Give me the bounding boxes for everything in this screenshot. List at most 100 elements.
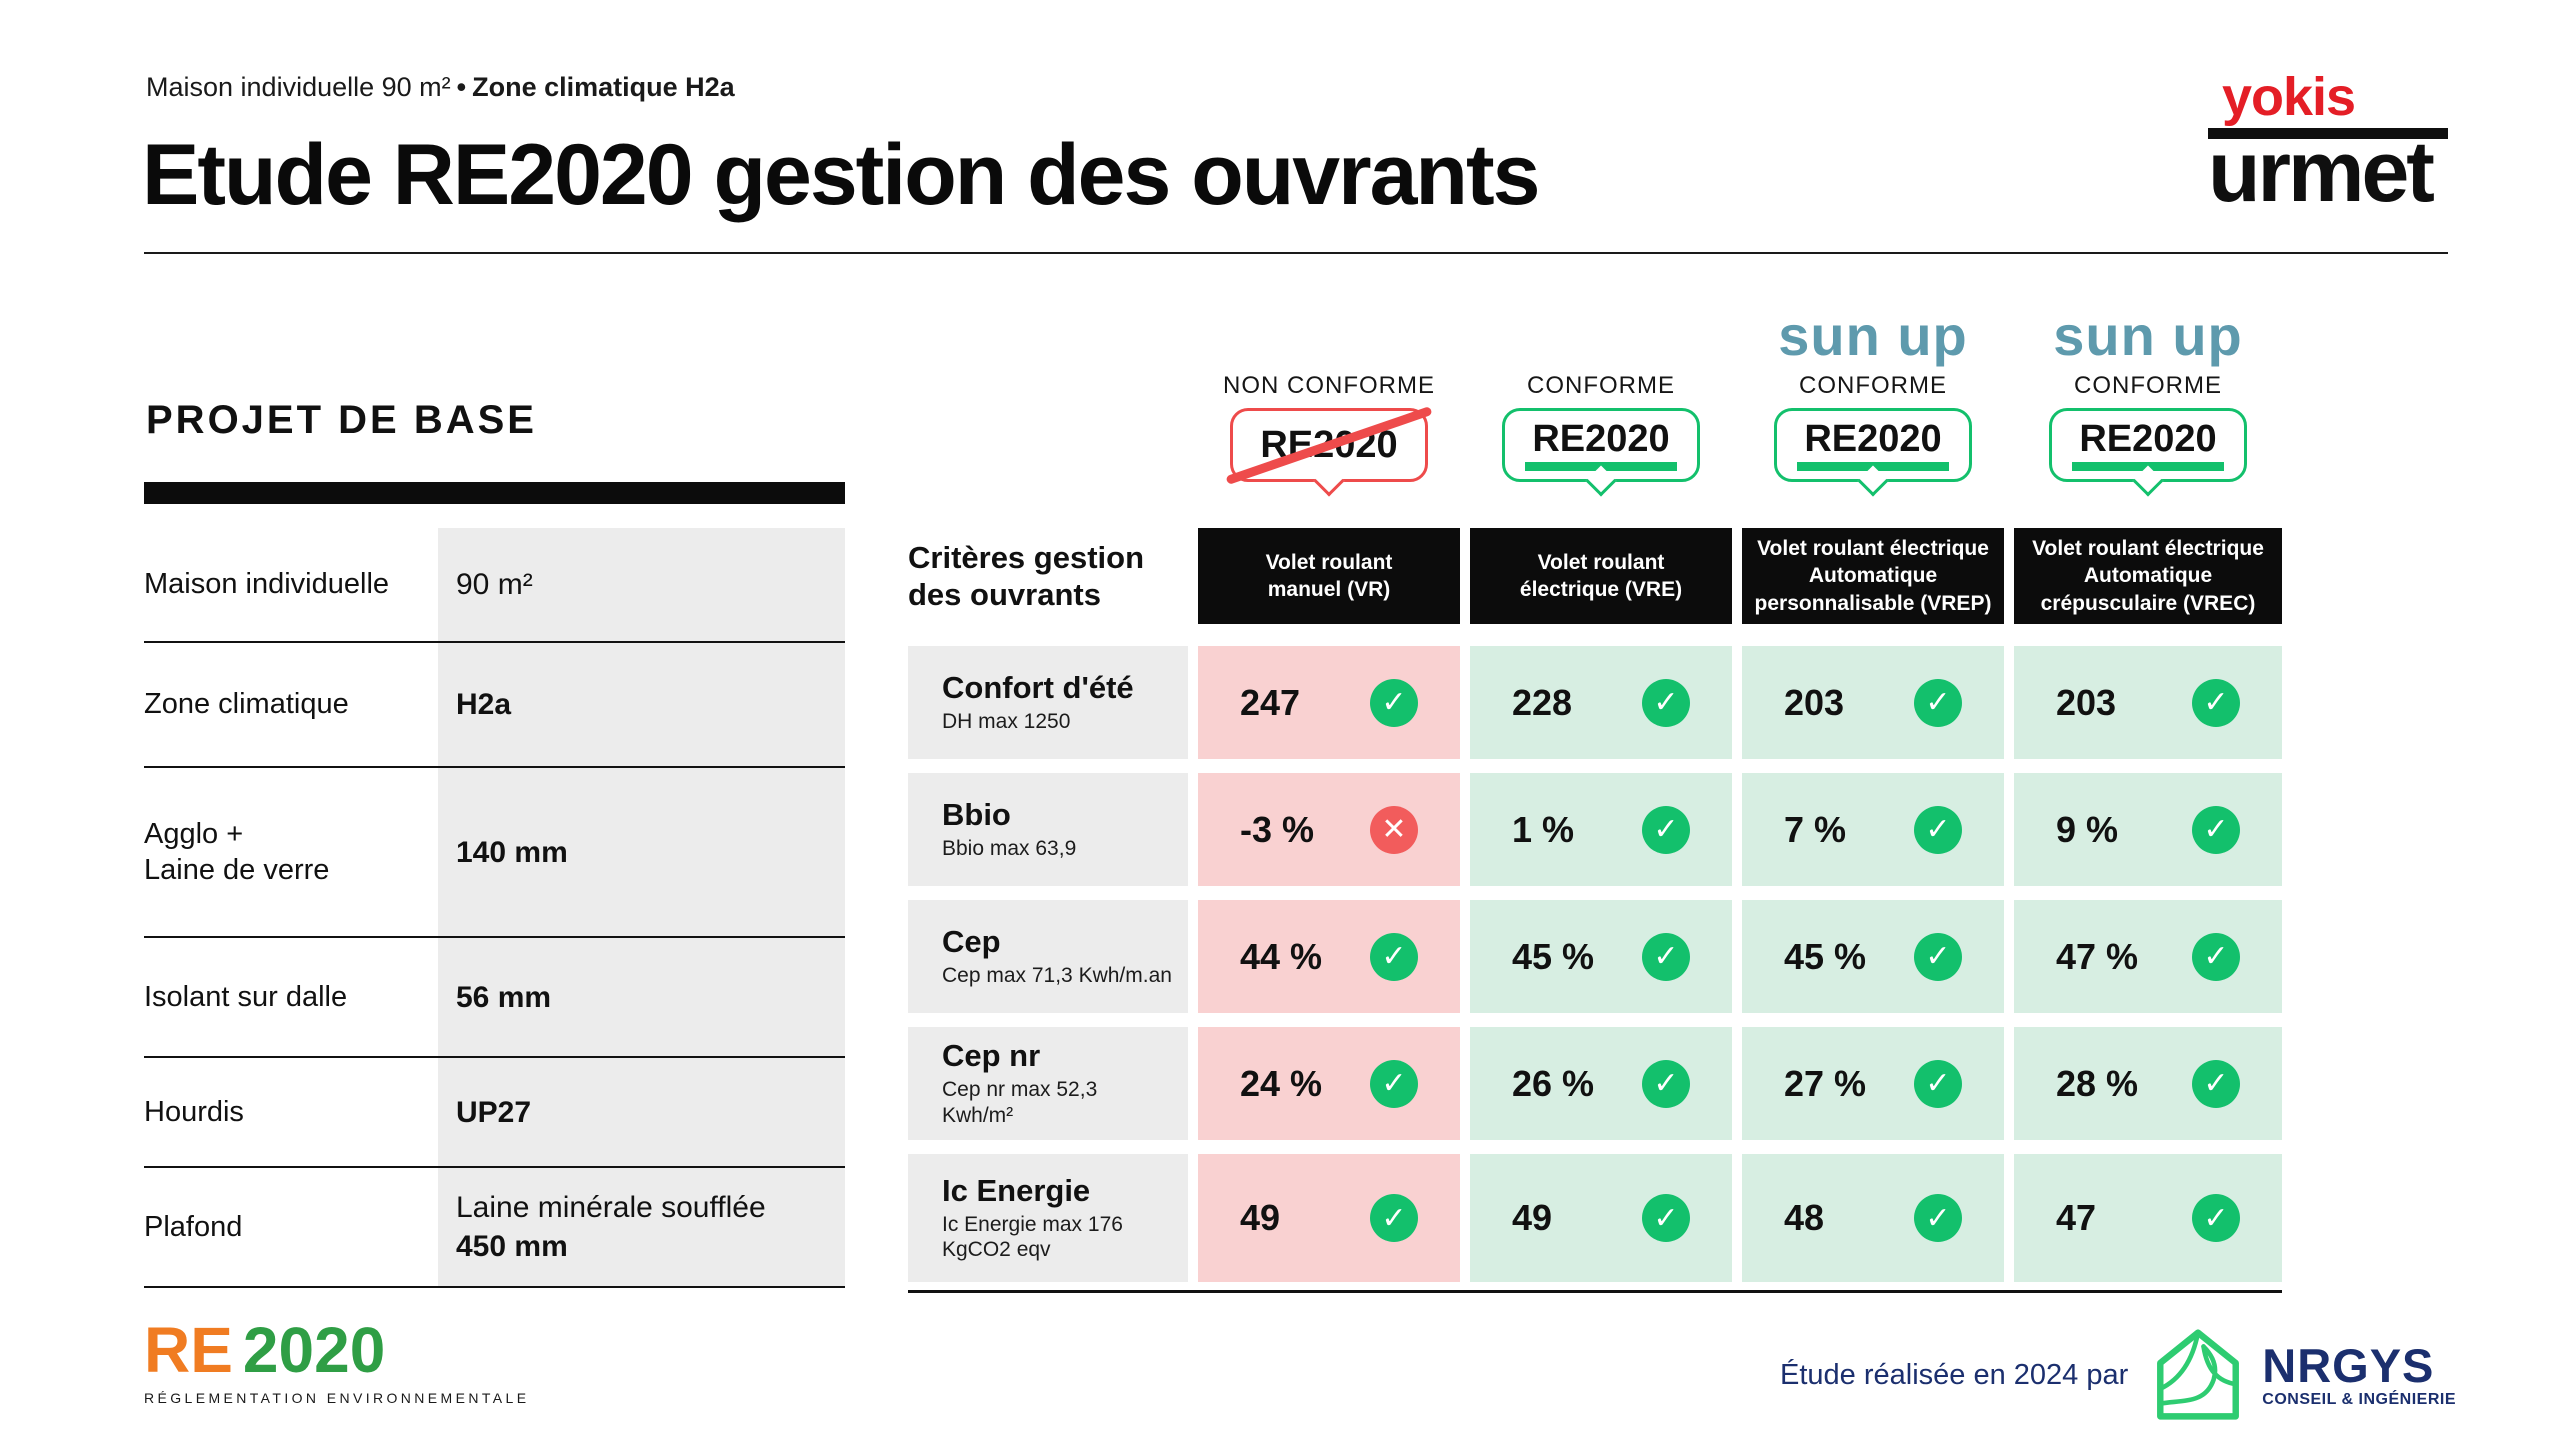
check-icon <box>1642 1059 1690 1108</box>
row-value: 56 mm <box>438 938 845 1056</box>
criteria-cell: Bbio Bbio max 63,9 <box>908 773 1188 886</box>
criteria-cell: Ic Energie Ic Energie max 176 KgCO2 eqv <box>908 1154 1188 1282</box>
value-cell: 26 % <box>1470 1027 1732 1140</box>
status-label: CONFORME <box>2074 372 2222 399</box>
criteria-cell: Cep Cep max 71,3 Kwh/m.an <box>908 900 1188 1013</box>
value-cell: 247 <box>1198 646 1460 759</box>
check-icon <box>1642 805 1690 854</box>
re2020-badge-conforme: RE2020 <box>1502 408 1700 497</box>
table-row: Zone climatique H2a <box>144 643 845 768</box>
check-icon <box>1642 678 1690 727</box>
row-value: 90 m² <box>438 528 845 641</box>
table-row: Agglo + Laine de verre 140 mm <box>144 768 845 938</box>
nrgys-house-icon <box>2157 1329 2240 1420</box>
nrgys-logo-tagline: CONSEIL & INGÉNIERIE <box>2262 1390 2456 1408</box>
status-row: NON CONFORME CONFORME CONFORME CONFORME <box>908 372 2282 404</box>
sunup-row: sun up sun up <box>908 300 2282 364</box>
row-label: Isolant sur dalle <box>144 980 348 1013</box>
table-row: Maison individuelle 90 m² <box>144 528 845 643</box>
table-row: Hourdis UP27 <box>144 1058 845 1168</box>
re2020-badge-conforme: RE2020 <box>2049 408 2247 497</box>
value-cell: -3 % <box>1198 773 1460 886</box>
value-cell: 203 <box>2014 646 2282 759</box>
value-cell: 48 <box>1742 1154 2004 1282</box>
credit-block: Étude réalisée en 2024 par NRGYS CONSEIL… <box>1780 1326 2456 1424</box>
check-icon <box>1370 678 1418 727</box>
nrgys-logo-name: NRGYS <box>2262 1338 2435 1392</box>
value-cell: 28 % <box>2014 1027 2282 1140</box>
cross-icon <box>1370 805 1418 854</box>
re2020-badge-conforme: RE2020 <box>1774 408 1972 497</box>
re2020-badge-non-conforme: RE2020 <box>1225 406 1433 497</box>
check-icon <box>1370 1194 1418 1242</box>
status-label: CONFORME <box>1799 372 1947 399</box>
value-cell: 47 <box>2014 1154 2282 1282</box>
row-label: Agglo + Laine de verre <box>144 817 330 886</box>
row-label: Maison individuelle <box>144 568 390 601</box>
check-icon <box>1914 932 1962 981</box>
urmet-logo-bar <box>2208 128 2448 139</box>
subtitle: Maison individuelle 90 m² • Zone climatiqu… <box>146 72 735 103</box>
value-cell: 24 % <box>1198 1027 1460 1140</box>
table-row: Plafond Laine minérale soufflée 450 mm <box>144 1168 845 1288</box>
nrgys-logo: NRGYS CONSEIL & INGÉNIERIE <box>2262 1342 2456 1409</box>
check-icon <box>2192 678 2240 727</box>
row-label: Hourdis <box>144 1095 244 1128</box>
credit-text: Étude réalisée en 2024 par <box>1780 1358 2129 1391</box>
table-bottom-rule <box>908 1290 2282 1293</box>
check-icon <box>1914 1059 1962 1108</box>
value-cell: 49 <box>1470 1154 1732 1282</box>
check-icon <box>2192 932 2240 981</box>
check-icon <box>2192 1194 2240 1242</box>
projet-de-base-table: Maison individuelle 90 m² Zone climatiqu… <box>144 528 845 1288</box>
value-cell: 228 <box>1470 646 1732 759</box>
check-icon <box>1642 932 1690 981</box>
badge-tail <box>1313 465 1345 497</box>
value-cell: 47 % <box>2014 900 2282 1013</box>
comparison-table: sun up sun up NON CONFORME CONFORME CONF… <box>908 300 2282 1293</box>
badge-row: RE2020 RE2020 RE2020 RE2020 <box>908 406 2282 497</box>
re2020-logo-tagline: RÉGLEMENTATION ENVIRONNEMENTALE <box>144 1390 530 1406</box>
value-cell: 203 <box>1742 646 2004 759</box>
column-header-vre: Volet roulant électrique (VRE) <box>1470 528 1732 624</box>
column-header-vr: Volet roulant manuel (VR) <box>1198 528 1460 624</box>
re2020-logo-re: RE <box>144 1314 233 1386</box>
subtitle-zone: Zone climatique H2a <box>472 72 735 102</box>
table-row: Isolant sur dalle 56 mm <box>144 938 845 1058</box>
criteria-header: Critères gestion des ouvrants <box>908 539 1145 612</box>
row-value: 140 mm <box>438 768 845 936</box>
yokis-urmet-logo: yokis urmet <box>2208 67 2448 220</box>
yokis-logo-text: yokis <box>2222 67 2356 127</box>
check-icon <box>1914 805 1962 854</box>
table-row: Ic Energie Ic Energie max 176 KgCO2 eqv 4… <box>908 1154 2282 1282</box>
page-title: Etude RE2020 gestion des ouvrants <box>142 127 1540 223</box>
row-value: H2a <box>438 643 845 766</box>
subtitle-separator: • <box>456 72 467 102</box>
value-cell: 27 % <box>1742 1027 2004 1140</box>
re2020-logo-year: 2020 <box>242 1314 386 1386</box>
column-header-vrec: Volet roulant électrique Automatique cré… <box>2014 528 2282 624</box>
column-headers-row: Critères gestion des ouvrants Volet roul… <box>908 528 2282 624</box>
value-cell: 49 <box>1198 1154 1460 1282</box>
value-cell: 9 % <box>2014 773 2282 886</box>
value-cell: 45 % <box>1470 900 1732 1013</box>
urmet-logo-text: urmet <box>2208 124 2435 220</box>
row-label: Zone climatique <box>144 688 349 721</box>
row-value: Laine minérale soufflée 450 mm <box>438 1168 845 1286</box>
row-value: UP27 <box>438 1058 845 1166</box>
check-icon <box>1914 1194 1962 1242</box>
header-divider <box>144 252 2448 254</box>
re2020-logo: RE 2020 RÉGLEMENTATION ENVIRONNEMENTALE <box>144 1318 529 1406</box>
value-cell: 1 % <box>1470 773 1732 886</box>
check-icon <box>2192 805 2240 854</box>
check-icon <box>2192 1059 2240 1108</box>
sunup-logo: sun up <box>2053 304 2243 367</box>
value-cell: 45 % <box>1742 900 2004 1013</box>
value-cell: 7 % <box>1742 773 2004 886</box>
projet-de-base-heading: PROJET DE BASE <box>146 398 537 442</box>
projet-de-base-underline <box>144 482 845 504</box>
